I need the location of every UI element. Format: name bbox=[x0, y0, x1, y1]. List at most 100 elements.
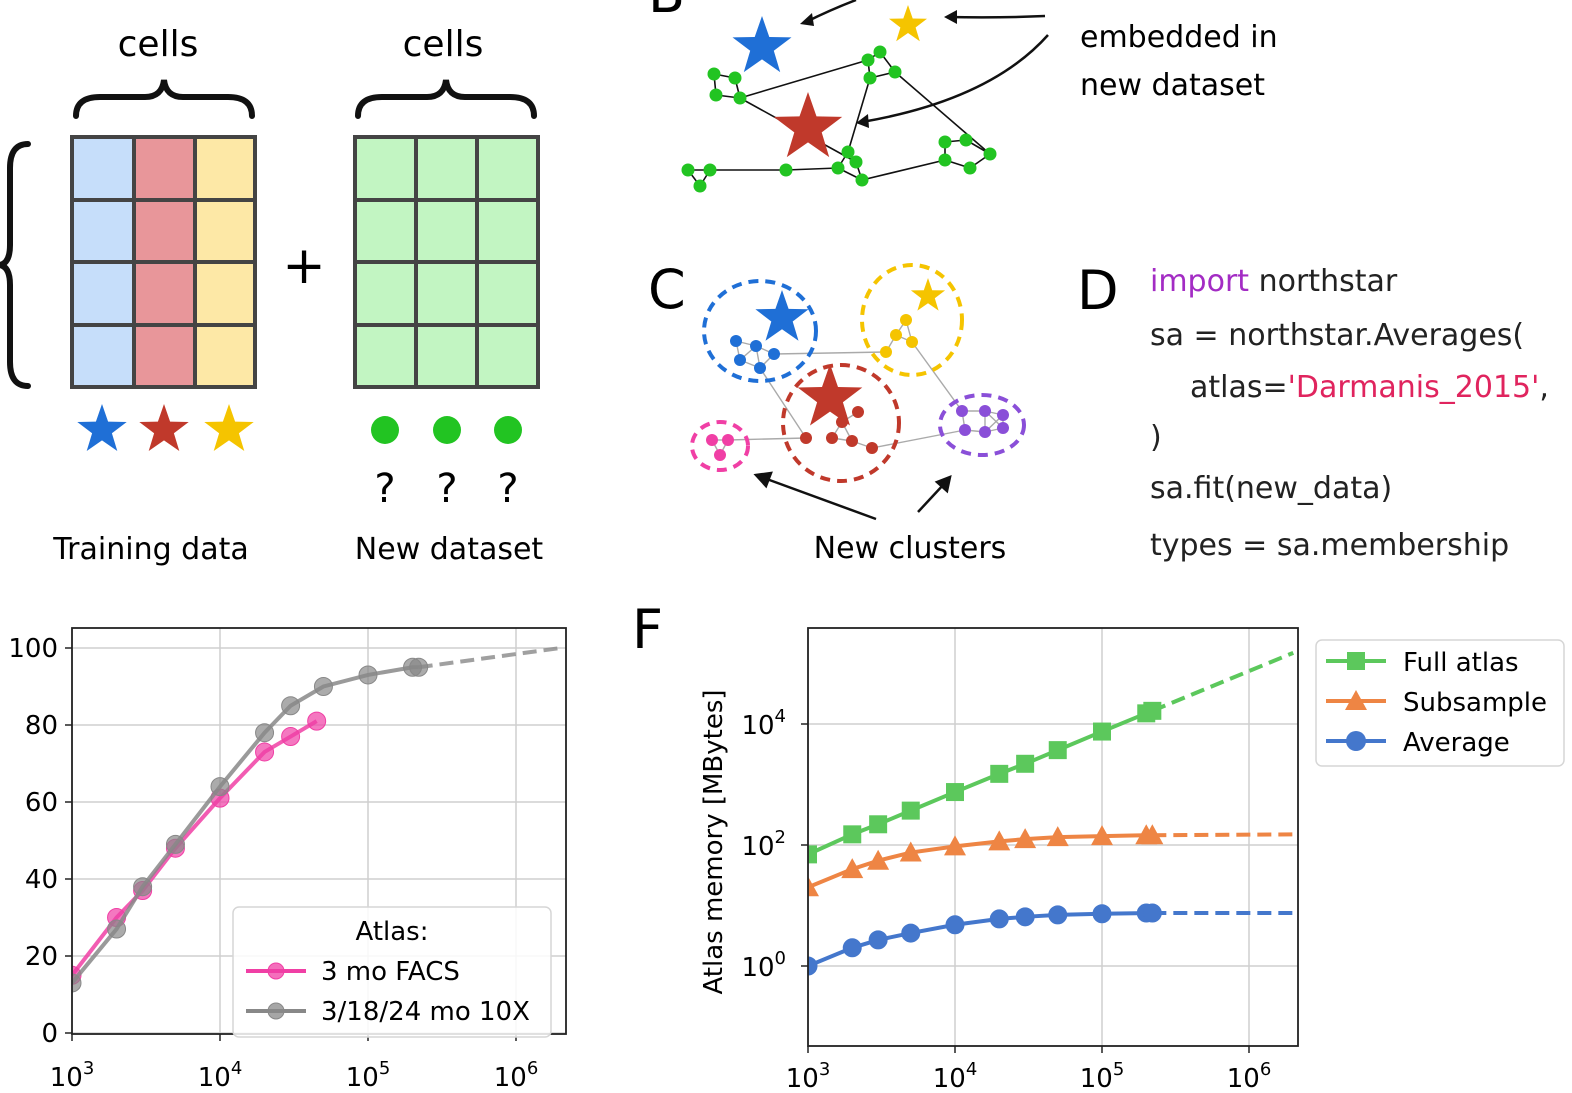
y-tick-label: 40 bbox=[25, 865, 58, 895]
graph-node bbox=[938, 153, 952, 167]
graph-node bbox=[734, 354, 746, 366]
data-point bbox=[1143, 701, 1162, 720]
chart-f: F 103 104 105 106 100 102 104 Atlas memory [MB… bbox=[632, 598, 1565, 1093]
green-dot bbox=[433, 416, 461, 444]
panel-c: C New clusters bbox=[648, 258, 1026, 566]
graph-node bbox=[997, 409, 1009, 421]
data-point bbox=[358, 665, 378, 685]
data-point bbox=[1092, 904, 1112, 924]
blue-star-icon bbox=[732, 16, 792, 73]
brace-vertical-left bbox=[0, 141, 31, 389]
chart-f-ylabel: Atlas memory [MBytes] bbox=[699, 689, 729, 994]
data-point bbox=[990, 764, 1009, 783]
y-tick-label: 100 bbox=[741, 948, 786, 983]
code-line-5: sa.fit(new_data) bbox=[1150, 471, 1393, 506]
arrowhead bbox=[934, 475, 952, 494]
data-point bbox=[1015, 907, 1035, 927]
new-data-matrix bbox=[353, 135, 540, 389]
graph-edge bbox=[739, 59, 869, 99]
y-tick-label: 0 bbox=[41, 1019, 58, 1049]
cluster-graph bbox=[690, 263, 1026, 483]
code-line-6: types = sa.membership bbox=[1150, 528, 1510, 563]
chart-f-legend: Full atlas Subsample Average bbox=[1315, 639, 1565, 767]
graph-node bbox=[841, 145, 855, 159]
graph-node bbox=[861, 53, 875, 67]
legend-label-sub: Subsample bbox=[1403, 688, 1547, 718]
data-point bbox=[808, 956, 818, 976]
chart-e-legend: Atlas: 3 mo FACS 3/18/24 mo 10X bbox=[232, 906, 552, 1038]
panel-a: cells cells + bbox=[0, 24, 543, 567]
data-point bbox=[841, 858, 864, 879]
graph-node bbox=[852, 406, 864, 418]
data-point bbox=[808, 845, 817, 864]
y-tick-label: 20 bbox=[25, 942, 58, 972]
pink-cluster-outline bbox=[690, 420, 750, 472]
graph-edge bbox=[727, 437, 807, 441]
panel-b: B embedded in new dataset bbox=[648, 0, 1278, 193]
graph-node bbox=[888, 65, 902, 79]
graph-node bbox=[779, 163, 793, 177]
graph-edge bbox=[773, 351, 887, 355]
data-point bbox=[901, 923, 921, 943]
red-cluster-outline bbox=[781, 363, 901, 483]
graph-node bbox=[681, 163, 695, 177]
yellow-star-icon bbox=[889, 5, 927, 42]
extrapolation-line bbox=[1151, 650, 1295, 713]
question-mark: ? bbox=[497, 466, 518, 512]
graph-node bbox=[855, 173, 869, 187]
graph-node bbox=[714, 449, 726, 461]
chart-f-frame bbox=[807, 627, 1299, 1047]
legend-marker-full bbox=[1347, 652, 1365, 670]
graph-node bbox=[873, 45, 887, 59]
arrowhead bbox=[856, 114, 869, 128]
data-point bbox=[843, 825, 862, 844]
data-point bbox=[1093, 722, 1111, 741]
new-dataset-label: New dataset bbox=[355, 532, 544, 567]
yellow-cluster-outline bbox=[860, 263, 964, 377]
data-point bbox=[869, 815, 888, 834]
graph-node bbox=[703, 163, 717, 177]
arrow-to-red-star bbox=[861, 34, 1049, 124]
header-right-label: cells bbox=[403, 24, 484, 65]
code-text: atlas= bbox=[1190, 370, 1288, 405]
data-point bbox=[944, 835, 966, 856]
question-mark: ? bbox=[436, 466, 457, 512]
data-point bbox=[868, 930, 888, 950]
graph-node bbox=[826, 432, 838, 444]
graph-node bbox=[730, 335, 742, 347]
graph-edge bbox=[911, 341, 963, 412]
chart-e-series bbox=[72, 646, 561, 993]
data-point bbox=[989, 909, 1009, 929]
graph-node bbox=[728, 71, 742, 85]
data-point bbox=[1091, 825, 1113, 846]
panel-b-letter: B bbox=[648, 0, 685, 25]
code-keyword: import bbox=[1150, 264, 1250, 299]
graph-edge bbox=[894, 71, 991, 155]
data-point bbox=[72, 973, 82, 993]
arrowhead bbox=[800, 13, 814, 26]
data-point bbox=[255, 723, 275, 743]
extrapolation-line bbox=[418, 646, 561, 670]
graph-node bbox=[722, 434, 734, 446]
graph-node bbox=[863, 71, 877, 85]
data-point bbox=[808, 876, 819, 897]
training-data-label: Training data bbox=[52, 532, 248, 567]
series-subsample bbox=[808, 824, 1294, 897]
graph-edge bbox=[785, 167, 839, 171]
x-tick-label: 106 bbox=[1227, 1059, 1272, 1093]
arrowhead bbox=[944, 10, 957, 24]
y-tick-label: 100 bbox=[8, 634, 58, 664]
y-tick-label: 102 bbox=[741, 827, 786, 862]
data-point bbox=[165, 834, 185, 854]
data-point bbox=[1048, 905, 1068, 925]
legend-marker-facs bbox=[267, 962, 285, 980]
legend-box bbox=[232, 906, 552, 1038]
graph-node bbox=[906, 336, 918, 348]
legend-marker-sub bbox=[1345, 690, 1367, 710]
data-point bbox=[1048, 741, 1067, 760]
legend-label-full: Full atlas bbox=[1403, 648, 1519, 678]
graph-node bbox=[800, 432, 812, 444]
graph-node bbox=[706, 434, 718, 446]
series-10x bbox=[72, 646, 561, 993]
